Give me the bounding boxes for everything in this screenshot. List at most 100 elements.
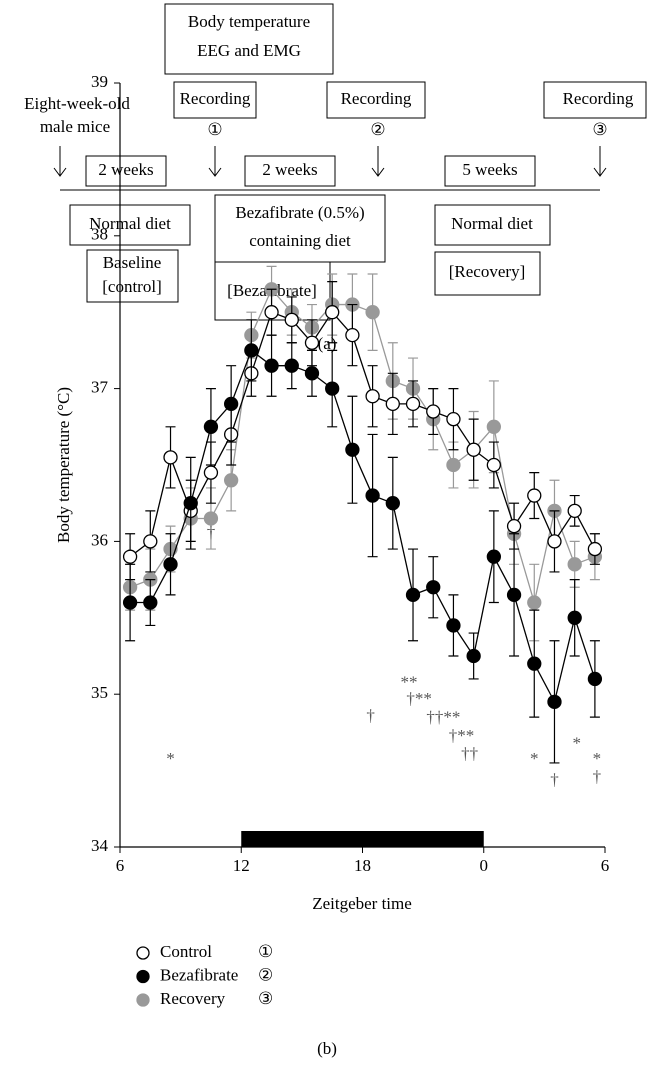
label: 2 weeks [262,160,317,179]
box [326,81,426,119]
box [244,155,336,187]
y-axis-title: Body temperature (°C) [54,387,73,543]
significance-mark: * [593,749,602,768]
label: Normal diet [451,214,533,233]
data-point [426,580,441,595]
label: Bezafibrate (0.5%) [235,203,364,222]
label: ③ [592,120,607,139]
data-point [284,312,299,327]
dark-phase-bar [241,831,484,847]
data-point [466,648,481,664]
significance-mark: † [550,770,559,789]
data-point [264,358,279,373]
label: Body temperature [188,12,310,31]
label: Eight-week-old [24,94,130,113]
significance-mark: * [572,734,581,753]
data-point [183,496,198,511]
series-line [129,288,596,603]
data-point [122,595,138,610]
data-point [446,457,461,473]
chart: Zeitgeber time Body temperature (°C) (b)… [54,72,609,1058]
data-point [345,442,360,457]
data-point [527,488,542,503]
label: Recording [563,89,634,108]
y-tick-label: 37 [91,378,109,397]
data-point [122,549,138,564]
data-point [587,671,603,687]
data-point [223,396,239,412]
box [173,81,257,119]
significance-mark: †† [461,744,478,763]
box [86,249,179,303]
data-point [163,557,178,572]
data-point [304,366,320,381]
data-point [567,503,582,518]
label: EEG and EMG [197,41,301,60]
label: [control] [102,277,161,296]
box [434,204,551,246]
data-point [385,396,400,412]
data-point [325,381,340,396]
data-point [203,419,219,434]
data-point [264,305,279,320]
data-point [547,534,562,549]
data-point [223,473,239,488]
box [164,3,334,75]
legend-label: Bezafibrate [160,965,238,984]
data-point [506,587,522,603]
box [543,81,647,119]
legend-marker [136,946,150,960]
label: Recording [341,89,412,108]
legend-symbol: ② [258,965,273,984]
significance-mark: ** [400,672,417,691]
data-point [506,518,522,534]
legend-label: Control [160,942,212,961]
series-line [129,311,596,558]
label: 2 weeks [98,160,153,179]
significance-mark: † [207,523,216,542]
label: male mice [40,117,110,136]
data-point [365,305,380,320]
label: ② [370,120,385,139]
data-point [446,412,461,427]
caption: (b) [317,1039,337,1058]
significance-mark: †** [449,726,475,745]
legend-marker [136,969,150,984]
data-point [385,496,400,511]
x-tick-label: 12 [233,856,250,875]
legend-symbol: ③ [258,989,273,1008]
legend-label: Recovery [160,989,226,1008]
data-point [244,343,259,358]
y-tick-label: 39 [91,72,108,91]
data-point [143,534,158,549]
y-tick-label: 34 [91,836,109,855]
data-point [486,457,502,473]
significance-mark: ††** [426,708,460,727]
label: Recording [180,89,251,108]
data-point [203,511,219,526]
data-point [405,587,421,603]
label: 5 weeks [462,160,517,179]
arrows [53,146,607,191]
x-tick-label: 18 [354,856,371,875]
series-line [130,349,596,704]
significance-mark: * [530,749,539,768]
data-point [486,549,502,564]
data-point [304,335,320,350]
label: ① [207,120,222,139]
y-tick-label: 36 [91,530,108,549]
box [69,204,191,246]
data-point [203,465,219,480]
significance-mark: †** [406,689,432,708]
data-point [466,442,481,457]
data-point [284,358,299,373]
label: [Recovery] [449,262,525,281]
x-axis-title: Zeitgeber time [312,894,412,913]
data-point [547,694,562,709]
box [434,251,541,296]
y-tick-label: 35 [91,683,108,702]
x-tick-label: 6 [116,856,125,875]
data-point [527,656,542,671]
box [444,155,536,187]
